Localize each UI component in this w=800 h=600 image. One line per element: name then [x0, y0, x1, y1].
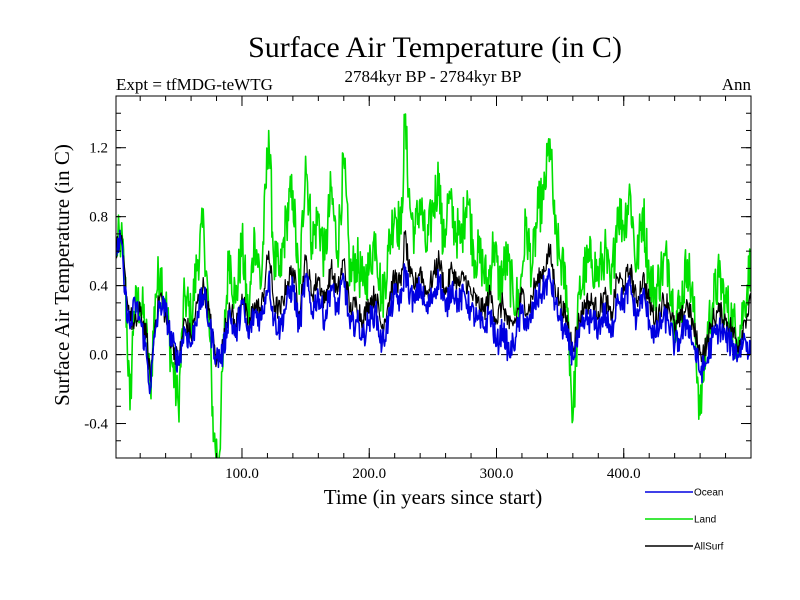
- y-tick-label: 0.4: [89, 279, 108, 295]
- series-line-ocean: [116, 229, 751, 395]
- period-label: 2784kyr BP - 2784kyr BP: [345, 67, 522, 86]
- plot-area: [116, 113, 751, 458]
- axes: 100.0 200.0 300.0 400.0 -0.4 0.0 0.4 0.8 1.2: [84, 95, 752, 482]
- x-tick-label: 100.0: [225, 466, 259, 482]
- y-tick-label: 1.2: [89, 141, 108, 157]
- series-line-land: [116, 113, 751, 458]
- plot-frame: [115, 95, 752, 459]
- experiment-label: Expt = tfMDG-teWTG: [116, 75, 273, 94]
- y-tick-label: 0.0: [89, 348, 108, 364]
- legend-label-land: Land: [694, 515, 716, 526]
- x-tick-label: 200.0: [352, 466, 386, 482]
- chart-title: Surface Air Temperature (in C): [248, 31, 622, 64]
- x-axis-label: Time (in years since start): [324, 485, 543, 509]
- legend-label-allsurf: AllSurf: [694, 542, 724, 553]
- season-label: Ann: [722, 75, 752, 94]
- x-tick-label: 400.0: [607, 466, 641, 482]
- legend: Ocean Land AllSurf: [645, 488, 724, 553]
- legend-label-ocean: Ocean: [694, 488, 723, 499]
- y-tick-label: 0.8: [89, 210, 108, 226]
- x-tick-label: 300.0: [480, 466, 514, 482]
- y-tick-label: -0.4: [84, 417, 108, 433]
- y-axis-label: Surface Air Temperature (in C): [50, 144, 74, 406]
